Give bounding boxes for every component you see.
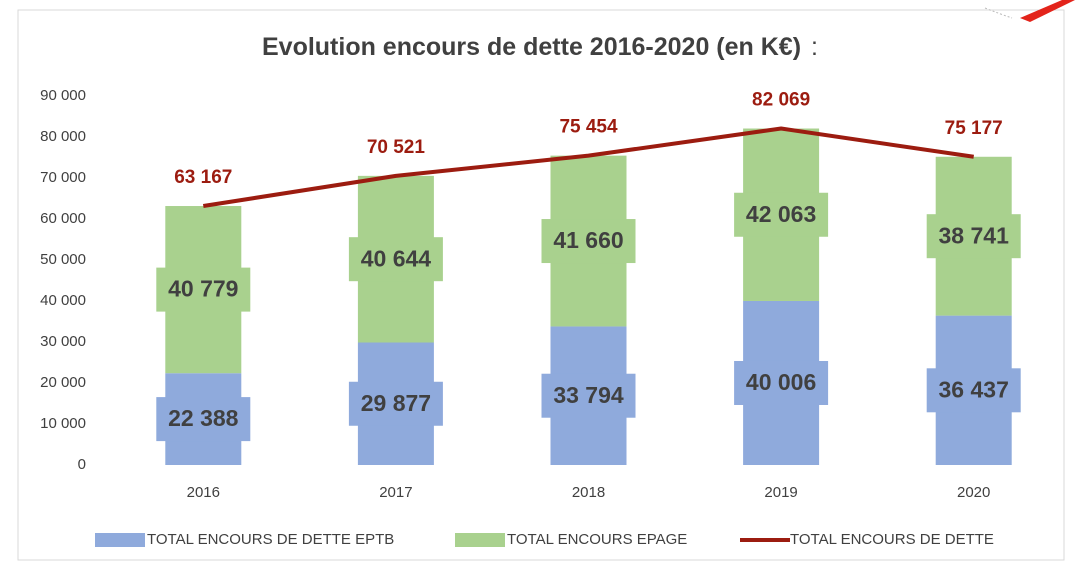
data-label-box: [156, 397, 251, 442]
line-label: 63 167: [174, 167, 232, 188]
x-tick-label: 2020: [957, 484, 990, 501]
legend-swatch: [455, 533, 505, 547]
x-tick-label: 2016: [187, 484, 220, 501]
y-tick-label: 50 000: [40, 251, 86, 268]
data-label-box: [348, 381, 443, 426]
x-tick-label: 2017: [379, 484, 412, 501]
x-tick-label: 2019: [764, 484, 797, 501]
data-label: 41 660: [553, 227, 623, 253]
line-label: 70 521: [367, 137, 426, 158]
legend-label: TOTAL ENCOURS EPAGE: [507, 531, 687, 548]
line-label: 82 069: [752, 90, 810, 111]
y-tick-label: 0: [78, 456, 86, 473]
data-label-box: [348, 237, 443, 282]
data-label: 40 779: [168, 276, 238, 302]
logo-fragment: [1020, 0, 1075, 22]
data-label: 40 006: [746, 369, 816, 395]
y-tick-label: 80 000: [40, 128, 86, 145]
y-tick-label: 70 000: [40, 169, 86, 186]
y-tick-label: 90 000: [40, 87, 86, 104]
line-label: 75 177: [945, 118, 1003, 139]
data-label-box: [541, 219, 636, 264]
y-tick-label: 60 000: [40, 210, 86, 227]
data-label-box: [541, 373, 636, 418]
y-tick-label: 40 000: [40, 292, 86, 309]
data-label: 38 741: [939, 222, 1010, 248]
data-label: 40 644: [361, 245, 432, 271]
data-label: 42 063: [746, 201, 816, 227]
line-label: 75 454: [559, 117, 618, 138]
data-label-box: [926, 214, 1021, 259]
data-label-box: [734, 192, 829, 237]
data-label-box: [156, 267, 251, 312]
y-tick-label: 30 000: [40, 333, 86, 350]
legend-label: TOTAL ENCOURS DE DETTE EPTB: [147, 531, 394, 548]
chart-title-text: Evolution encours de dette 2016-2020 (en…: [262, 33, 801, 61]
line-series: [202, 126, 974, 208]
data-label: 36 437: [939, 376, 1009, 402]
data-label-box: [926, 368, 1021, 413]
y-tick-label: 20 000: [40, 374, 86, 391]
chart-title: Evolution encours de dette 2016-2020 (en…: [262, 33, 818, 61]
legend-swatch: [95, 533, 145, 547]
legend-label: TOTAL ENCOURS DE DETTE: [790, 531, 994, 548]
data-label: 22 388: [168, 405, 239, 431]
data-label-box: [734, 360, 829, 405]
data-label: 33 794: [553, 382, 624, 408]
chart-title-suffix: :: [811, 33, 818, 61]
x-tick-label: 2018: [572, 484, 605, 501]
y-tick-label: 10 000: [40, 415, 86, 432]
data-label: 29 877: [361, 390, 431, 416]
